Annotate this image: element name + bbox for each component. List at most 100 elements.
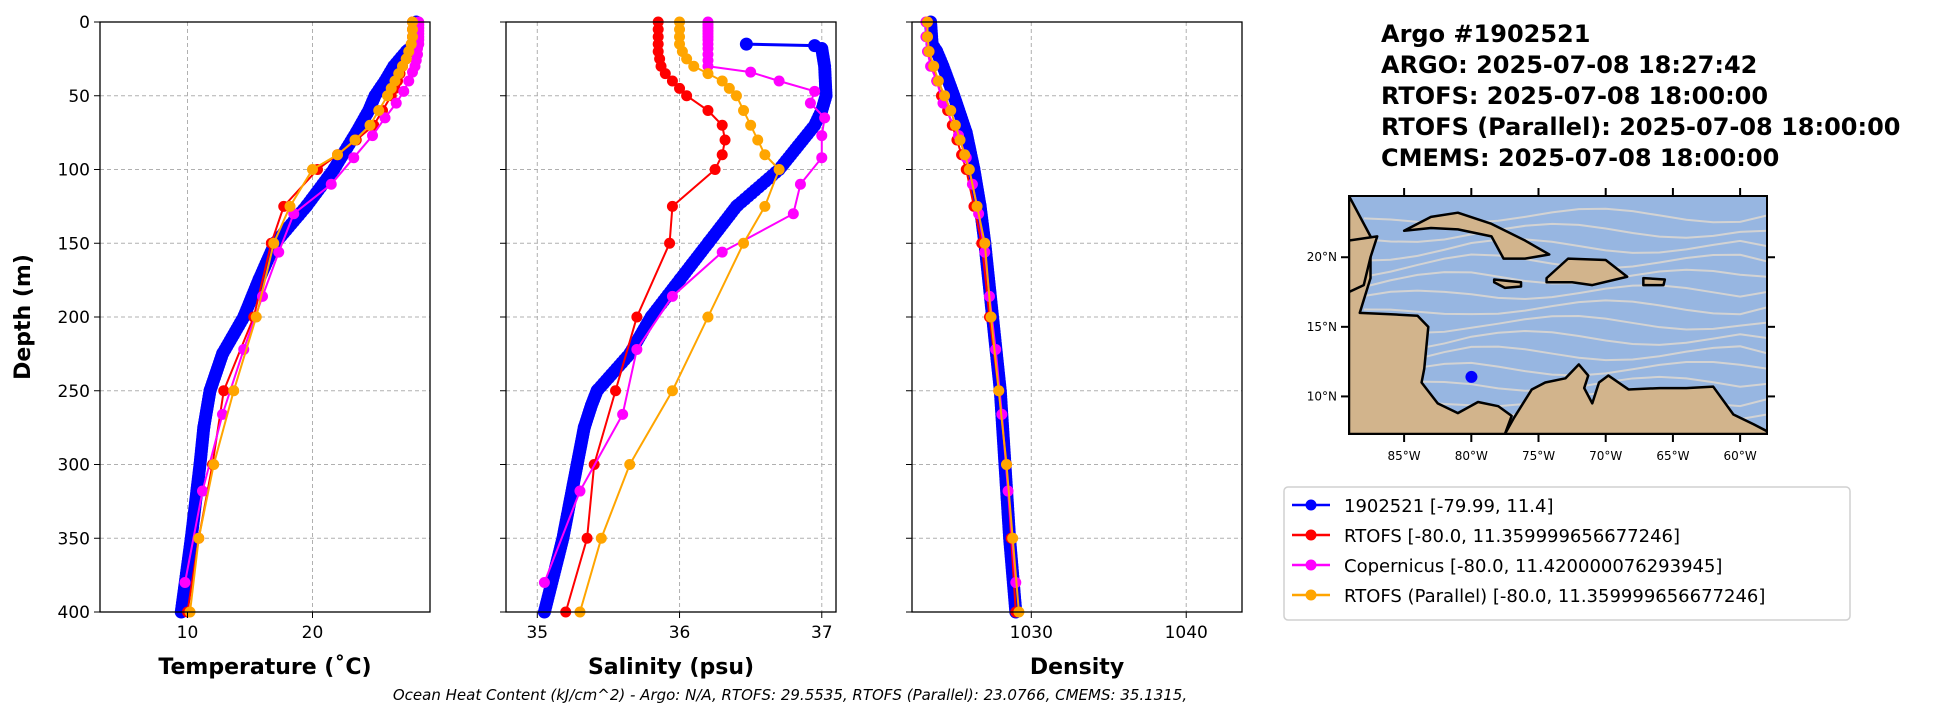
data-point-parallel: [928, 60, 940, 72]
data-point-copernicus: [631, 343, 643, 355]
current-streamline: [1363, 330, 1767, 353]
data-point-parallel: [284, 200, 296, 212]
legend-frame: [1283, 486, 1851, 621]
legend-item-parallel: RTOFS (Parallel) [-80.0, 11.359999656677…: [1292, 586, 1765, 607]
data-point-rtofs: [674, 82, 686, 94]
x-tick-label: 1030: [1010, 623, 1053, 643]
y-tick-label: 0: [79, 13, 90, 33]
lat-tick-label: 20°N: [1307, 250, 1337, 264]
panel-2: 1030 1040 Density: [906, 15, 1243, 680]
legend-label: RTOFS [-80.0, 11.359999656677246]: [1344, 526, 1680, 547]
current-streamline: [1363, 360, 1767, 382]
legend-label: RTOFS (Parallel) [-80.0, 11.359999656677…: [1344, 586, 1765, 607]
legend-marker: [1305, 499, 1317, 511]
land-puerto-rico: [1642, 276, 1667, 287]
land-jamaica: [1492, 278, 1523, 290]
data-point-copernicus: [819, 112, 831, 124]
data-point-copernicus: [379, 112, 391, 124]
data-point-parallel: [759, 149, 771, 161]
x-axis-label: Temperature (˚C): [158, 655, 371, 680]
data-point-parallel: [1007, 532, 1019, 544]
data-point-rtofs: [666, 200, 678, 212]
data-point-parallel: [666, 385, 678, 397]
y-tick-label: 150: [58, 234, 90, 254]
x-tick-label: 37: [811, 623, 833, 643]
land-cuba: [1402, 211, 1551, 260]
data-point-copernicus: [816, 130, 828, 142]
title-line-4: RTOFS (Parallel): 2025-07-08 18:00:00: [1381, 113, 1901, 141]
data-point-copernicus: [745, 66, 757, 78]
data-point-parallel: [752, 134, 764, 146]
data-point-parallel: [921, 31, 933, 43]
y-axis-label: Depth (m): [11, 254, 36, 380]
data-point-copernicus: [816, 152, 828, 164]
lon-tick-label: 75°W: [1522, 449, 1555, 463]
land-hispaniola: [1545, 257, 1629, 287]
current-streamline: [1363, 238, 1767, 262]
data-point-parallel: [250, 311, 262, 323]
y-tick-label: 400: [58, 603, 90, 623]
lon-tick-label: 85°W: [1388, 449, 1421, 463]
figure-title: Argo #1902521 ARGO: 2025-07-08 18:27:42 …: [1381, 20, 1901, 172]
data-point-parallel: [268, 237, 280, 249]
title-line-5: CMEMS: 2025-07-08 18:00:00: [1381, 144, 1779, 172]
legend-marker: [1305, 529, 1317, 541]
legend-item-argo: 1902521 [-79.99, 11.4]: [1292, 496, 1553, 517]
data-point-copernicus: [179, 577, 191, 588]
data-point-parallel: [702, 68, 714, 80]
series-group: [537, 16, 833, 619]
x-tick-label: 1040: [1165, 623, 1208, 643]
data-point-copernicus: [538, 577, 550, 588]
data-point-copernicus: [990, 343, 1002, 355]
data-point-parallel: [716, 75, 728, 87]
map-frame: [1348, 195, 1768, 435]
data-point-parallel: [349, 134, 361, 146]
data-point-copernicus: [325, 178, 337, 190]
legend-label: Copernicus [-80.0, 11.420000076293945]: [1344, 556, 1722, 577]
lon-tick-label: 70°W: [1589, 449, 1622, 463]
panel-0: 10 20050100150200250300350400Temperature …: [11, 13, 431, 680]
land-yucatan: [1349, 235, 1379, 294]
y-tick-label: 250: [58, 382, 90, 402]
data-point-parallel: [307, 164, 318, 175]
data-point-rtofs: [702, 105, 714, 116]
data-point-argo: [739, 37, 753, 51]
data-point-copernicus: [787, 208, 799, 220]
legend: 1902521 [-79.99, 11.4] RTOFS [-80.0, 11.3…: [1283, 486, 1851, 621]
data-point-parallel: [723, 82, 735, 94]
title-line-2: ARGO: 2025-07-08 18:27:42: [1381, 51, 1757, 79]
lat-tick-label: 15°N: [1307, 320, 1337, 334]
current-streamline: [1363, 345, 1767, 371]
data-point-parallel: [954, 134, 966, 146]
data-point-copernicus: [809, 85, 821, 97]
data-point-parallel: [979, 237, 991, 249]
data-point-copernicus: [403, 75, 415, 87]
data-point-parallel: [945, 105, 957, 116]
series-group: [174, 15, 425, 619]
data-point-parallel: [624, 459, 636, 470]
lon-tick-label: 60°W: [1724, 449, 1757, 463]
data-point-parallel: [939, 90, 951, 102]
lat-tick-label: 10°N: [1307, 389, 1337, 403]
data-point-parallel: [993, 385, 1005, 397]
data-point-copernicus: [197, 485, 208, 497]
y-tick-label: 50: [68, 87, 90, 107]
x-tick-label: 35: [526, 623, 548, 643]
data-point-rtofs: [716, 149, 728, 161]
data-point-rtofs: [218, 385, 230, 397]
data-point-rtofs: [631, 311, 643, 323]
data-point-parallel: [949, 119, 961, 131]
current-streamline: [1363, 284, 1767, 300]
data-point-rtofs: [659, 68, 671, 80]
data-point-rtofs: [610, 385, 622, 397]
legend-marker: [1305, 589, 1317, 601]
data-point-parallel: [738, 237, 750, 249]
x-axis-label: Density: [1030, 655, 1124, 680]
legend-item-copernicus: Copernicus [-80.0, 11.420000076293945]: [1292, 556, 1722, 577]
data-point-rtofs: [709, 164, 721, 175]
land-south-america: [1503, 363, 1767, 434]
series-line-argo: [542, 42, 828, 613]
y-tick-label: 200: [58, 308, 90, 328]
data-point-parallel: [702, 311, 714, 323]
